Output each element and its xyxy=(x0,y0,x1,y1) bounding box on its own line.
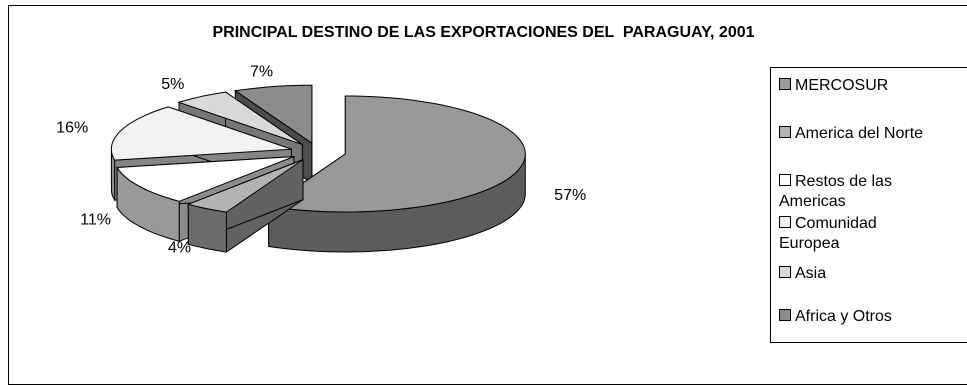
legend-swatch-africa-otros xyxy=(779,309,791,321)
legend-label: Comunidad Europea xyxy=(779,215,877,252)
data-label-mercosur: 57% xyxy=(554,187,586,204)
legend-label: Africa y Otros xyxy=(795,308,892,325)
legend-swatch-asia xyxy=(779,266,791,278)
legend-item-africa-otros: Africa y Otros xyxy=(779,307,967,327)
legend-label: MERCOSUR xyxy=(795,77,889,94)
legend-item-comunidad-europea: Comunidad Europea xyxy=(779,214,967,254)
chart-legend: MERCOSUR America del Norte Restos de las… xyxy=(770,67,967,343)
pie-slice-america-del-norte xyxy=(186,158,304,254)
legend-label: America del Norte xyxy=(795,125,924,142)
data-label-comunidad-europea: 16% xyxy=(56,119,88,136)
data-label-america-del-norte: 4% xyxy=(168,239,191,256)
pie-slice-mercosur xyxy=(267,95,526,253)
data-label-asia: 5% xyxy=(161,76,184,93)
data-label-restos-de-las-americas: 11% xyxy=(80,211,111,228)
chart-title: PRINCIPAL DESTINO DE LAS EXPORTACIONES D… xyxy=(212,24,755,41)
legend-label: Restos de las Americas xyxy=(779,173,892,210)
legend-item-asia: Asia xyxy=(779,264,967,284)
legend-item-restos-americas: Restos de las Americas xyxy=(779,172,967,212)
legend-item-mercosur: MERCOSUR xyxy=(779,76,967,96)
data-label-africa-y-otros: 7% xyxy=(250,64,273,81)
legend-swatch-mercosur xyxy=(779,78,791,90)
legend-swatch-america-del-norte xyxy=(779,126,791,138)
legend-item-america-del-norte: America del Norte xyxy=(779,124,967,144)
legend-swatch-comunidad-europea xyxy=(779,216,791,228)
legend-label: Asia xyxy=(795,265,827,282)
legend-swatch-restos-americas xyxy=(779,174,791,186)
